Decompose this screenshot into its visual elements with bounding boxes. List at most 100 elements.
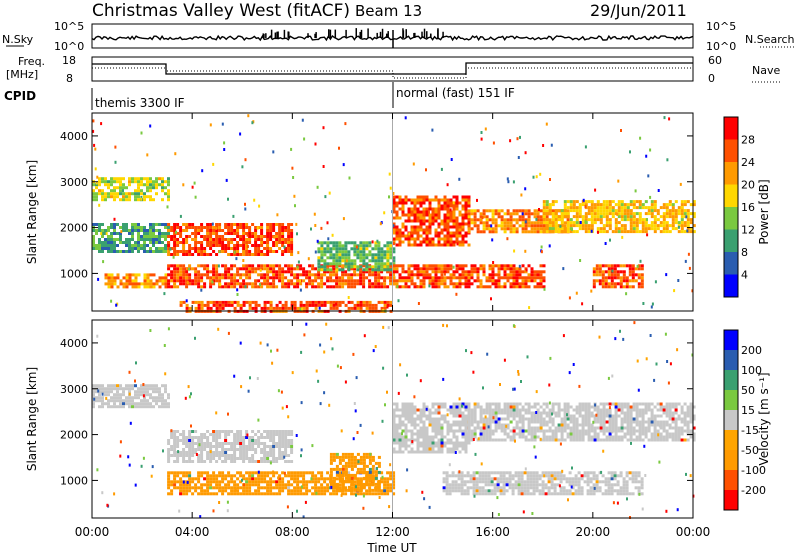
heat-cell: [251, 448, 255, 451]
noise-cell: [253, 198, 256, 202]
heat-cell: [437, 204, 441, 208]
heat-cell: [335, 306, 339, 310]
heat-cell: [107, 282, 111, 286]
heat-cell: [131, 384, 134, 388]
heat-cell: [521, 414, 525, 418]
heat-cell: [269, 451, 273, 454]
heat-cell: [311, 267, 315, 271]
heat-cell: [443, 285, 447, 289]
heat-cell: [218, 241, 222, 244]
heat-cell: [410, 405, 414, 409]
heat-cell: [221, 445, 225, 448]
heat-cell: [98, 405, 101, 409]
heat-cell: [524, 429, 528, 433]
heat-cell: [512, 285, 516, 289]
heat-cell: [230, 229, 234, 232]
heat-cell: [242, 241, 246, 244]
heat-cell: [335, 268, 339, 272]
heat-cell: [656, 218, 660, 222]
heat-cell: [404, 411, 408, 415]
heat-cell: [422, 207, 426, 211]
heat-cell: [215, 439, 219, 442]
heat-cell: [308, 489, 312, 493]
heat-cell: [272, 460, 276, 463]
heat-cell: [341, 276, 345, 280]
heat-cell: [242, 250, 246, 253]
heat-cell: [323, 247, 327, 251]
heat-cell: [308, 303, 312, 307]
heat-cell: [233, 445, 237, 448]
heat-cell: [104, 273, 108, 277]
heat-cell: [422, 444, 426, 448]
heat-cell: [272, 436, 276, 439]
heat-cell: [335, 464, 339, 468]
heat-cell: [128, 250, 131, 253]
heat-cell: [371, 479, 375, 483]
heat-cell: [248, 489, 252, 493]
heat-cell: [536, 285, 540, 289]
heat-cell: [401, 267, 405, 271]
heat-cell: [356, 279, 360, 283]
heat-cell: [604, 285, 608, 289]
heat-cell: [527, 411, 531, 415]
heat-cell: [347, 276, 351, 280]
heat-cell: [542, 264, 546, 268]
heat-cell: [221, 264, 225, 268]
heat-cell: [254, 253, 258, 256]
heat-cell: [341, 467, 345, 471]
heat-cell: [599, 218, 603, 222]
heat-cell: [458, 285, 462, 289]
noise-cell: [110, 299, 113, 303]
heat-cell: [362, 464, 366, 468]
heat-cell: [515, 426, 519, 430]
heat-cell: [428, 267, 432, 271]
heat-cell: [452, 402, 456, 406]
heat-cell: [377, 247, 381, 251]
heat-cell: [386, 259, 390, 263]
heat-cell: [158, 223, 161, 226]
heat-cell: [610, 276, 614, 280]
heat-cell: [332, 262, 336, 266]
heat-cell: [365, 253, 369, 257]
heat-cell: [620, 209, 624, 213]
heat-cell: [254, 232, 258, 235]
heat-cell: [206, 489, 210, 493]
heat-cell: [296, 306, 300, 310]
heat-cell: [598, 279, 602, 283]
heat-cell: [401, 240, 405, 244]
heat-cell: [404, 441, 408, 445]
heat-cell: [95, 247, 98, 250]
heat-cell: [632, 221, 636, 225]
y-tick-label: 3000: [60, 176, 88, 189]
heat-cell: [680, 200, 684, 204]
heat-cell: [422, 420, 426, 424]
heat-cell: [290, 241, 294, 244]
heat-cell: [374, 253, 378, 257]
noise-cell: [458, 177, 461, 181]
noise-cell: [182, 183, 185, 187]
heat-cell: [341, 470, 345, 474]
heat-cell: [410, 279, 414, 283]
heat-cell: [449, 234, 453, 238]
heat-cell: [221, 460, 225, 463]
heat-cell: [425, 213, 429, 217]
heat-cell: [194, 306, 198, 310]
heat-cell: [194, 300, 198, 304]
noise-cell: [518, 264, 521, 268]
heat-cell: [224, 439, 228, 442]
heat-cell: [98, 396, 101, 400]
heat-cell: [380, 259, 384, 263]
heat-cell: [539, 405, 543, 409]
heat-cell: [452, 204, 456, 208]
heat-cell: [530, 230, 534, 234]
heat-cell: [326, 471, 330, 475]
heat-cell: [494, 273, 498, 277]
heat-cell: [458, 267, 462, 271]
heat-cell: [422, 228, 426, 232]
heat-cell: [260, 241, 264, 244]
heat-cell: [620, 200, 624, 204]
heat-cell: [206, 436, 210, 439]
noise-cell: [100, 122, 103, 126]
heat-cell: [458, 282, 462, 286]
heat-cell: [341, 285, 345, 289]
